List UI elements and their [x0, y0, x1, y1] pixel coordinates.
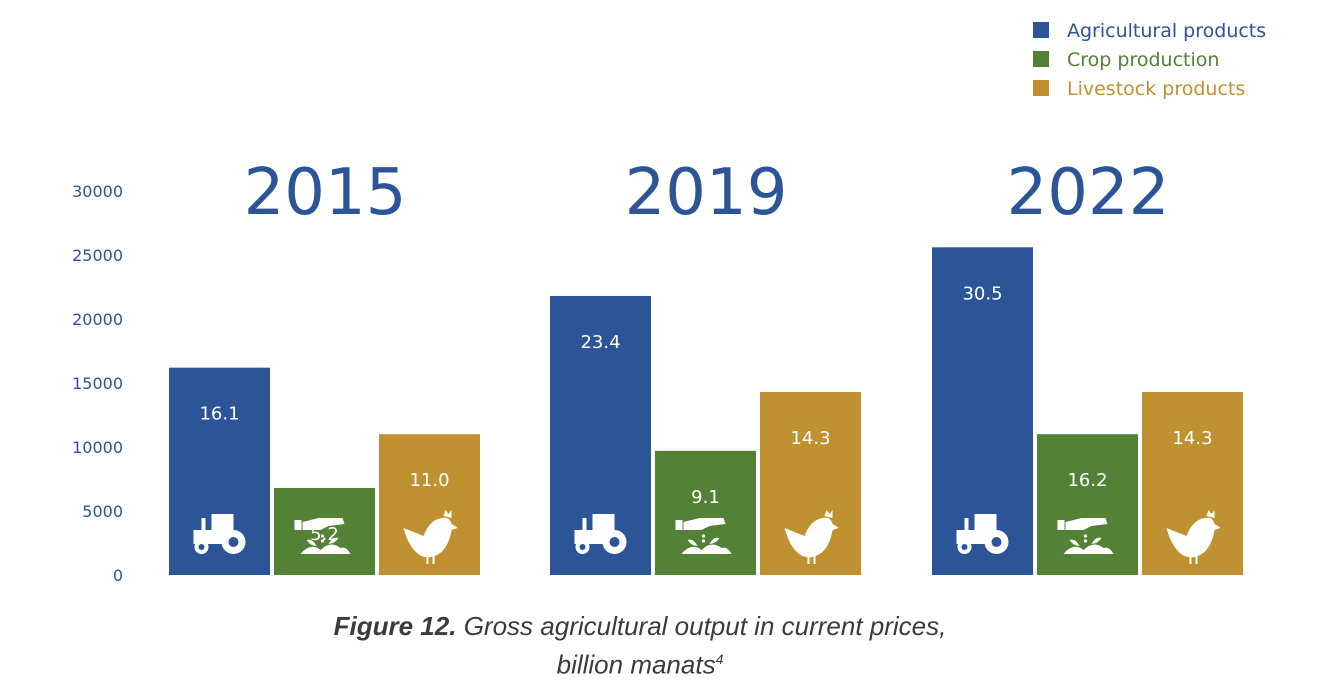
y-tick-label: 10000: [72, 438, 123, 457]
data-label: 14.3: [790, 428, 830, 449]
legend-item: Agricultural products: [1033, 20, 1266, 42]
legend-item: Livestock products: [1033, 78, 1245, 100]
planting-hand-icon: [675, 518, 732, 554]
y-tick-label: 25000: [72, 246, 123, 265]
year-label: 2015: [244, 156, 407, 230]
bar: [655, 450, 756, 575]
figure-caption: Figure 12. Gross agricultural output in …: [300, 610, 980, 682]
y-tick-label: 0: [113, 566, 123, 585]
legend: Agricultural products Crop production Live…: [1033, 20, 1266, 100]
y-tick-label: 20000: [72, 310, 123, 329]
data-label: 11.0: [409, 470, 449, 491]
chicken-icon: [784, 510, 839, 564]
data-label: 16.2: [1067, 470, 1107, 491]
caption-text: Gross agricultural output in current pri…: [463, 611, 947, 680]
tractor-icon: [193, 514, 246, 554]
data-label: 30.5: [962, 283, 1002, 304]
tractor-icon: [574, 514, 627, 554]
chicken-icon: [1166, 510, 1221, 564]
bar: [274, 487, 375, 575]
data-label: 23.4: [580, 332, 620, 353]
legend-label: Livestock products: [1067, 78, 1245, 100]
bar-groups: 201516.15.211.0201923.49.114.3202230.516…: [169, 156, 1243, 575]
chicken-icon: [403, 510, 458, 564]
legend-swatch: [1033, 22, 1049, 38]
bar-group-2022: 2022 30.5 16.2 14.3: [932, 156, 1243, 575]
legend-swatch: [1033, 51, 1049, 67]
chart: 0 5000 10000 15000 20000 25000 30000 2015 16.1 5…: [72, 20, 1266, 585]
legend-item: Crop production: [1033, 49, 1219, 71]
planting-hand-icon: [1057, 518, 1114, 554]
data-label: 9.1: [691, 487, 720, 508]
planting-hand-icon: [294, 518, 351, 554]
data-label: 14.3: [1172, 428, 1212, 449]
y-tick-label: 5000: [82, 502, 123, 521]
data-label: 16.1: [199, 404, 239, 425]
legend-label: Crop production: [1067, 49, 1219, 71]
year-label: 2022: [1007, 156, 1170, 230]
tractor-icon: [956, 514, 1009, 554]
y-axis: 0 5000 10000 15000 20000 25000 30000: [72, 182, 123, 585]
legend-swatch: [1033, 80, 1049, 96]
caption-label: Figure 12.: [333, 611, 457, 641]
bar-group-2019: 2019 23.4 9.1 14.3: [550, 156, 861, 575]
y-tick-label: 15000: [72, 374, 123, 393]
legend-label: Agricultural products: [1067, 20, 1266, 42]
y-tick-label: 30000: [72, 182, 123, 201]
caption-footnote: 4: [715, 651, 724, 667]
year-label: 2019: [625, 156, 788, 230]
